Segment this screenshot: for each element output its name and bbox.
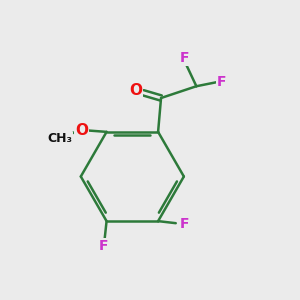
Text: F: F [99,239,108,253]
Text: F: F [180,51,189,65]
Text: F: F [180,217,189,231]
Text: F: F [217,75,226,89]
Text: CH₃: CH₃ [47,132,72,145]
Text: O: O [130,83,142,98]
Text: O: O [75,123,88,138]
